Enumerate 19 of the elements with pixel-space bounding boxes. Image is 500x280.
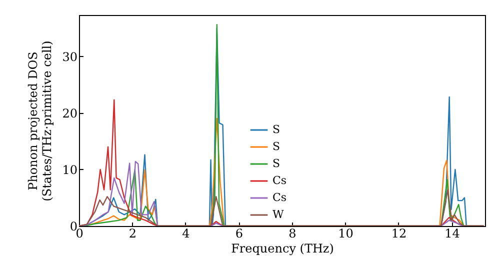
- x-tick-label: 8: [288, 226, 296, 240]
- x-tick-label: 10: [338, 226, 354, 240]
- y-tick-label: 10: [62, 162, 78, 177]
- legend-label: Cs: [272, 174, 287, 187]
- x-axis-title: Frequency (THz): [231, 242, 334, 256]
- y-tick-label: 20: [62, 106, 78, 120]
- legend-label: S: [272, 157, 280, 170]
- legend-label: S: [272, 123, 280, 136]
- y-axis-title: Phonon projected DOS (States/THz·primitive cell): [26, 40, 54, 202]
- x-tick-label: 14: [444, 226, 460, 240]
- y-tick-label: 30: [62, 50, 78, 64]
- line-series: [79, 189, 484, 226]
- legend-label: S: [272, 140, 280, 153]
- x-tick-label: 12: [391, 226, 407, 240]
- x-tick-label: 2: [128, 226, 137, 240]
- legend-label: W: [272, 208, 285, 221]
- x-tick-label: 6: [235, 226, 244, 240]
- x-tick-label: 4: [182, 226, 190, 240]
- legend-label: Cs: [272, 191, 287, 204]
